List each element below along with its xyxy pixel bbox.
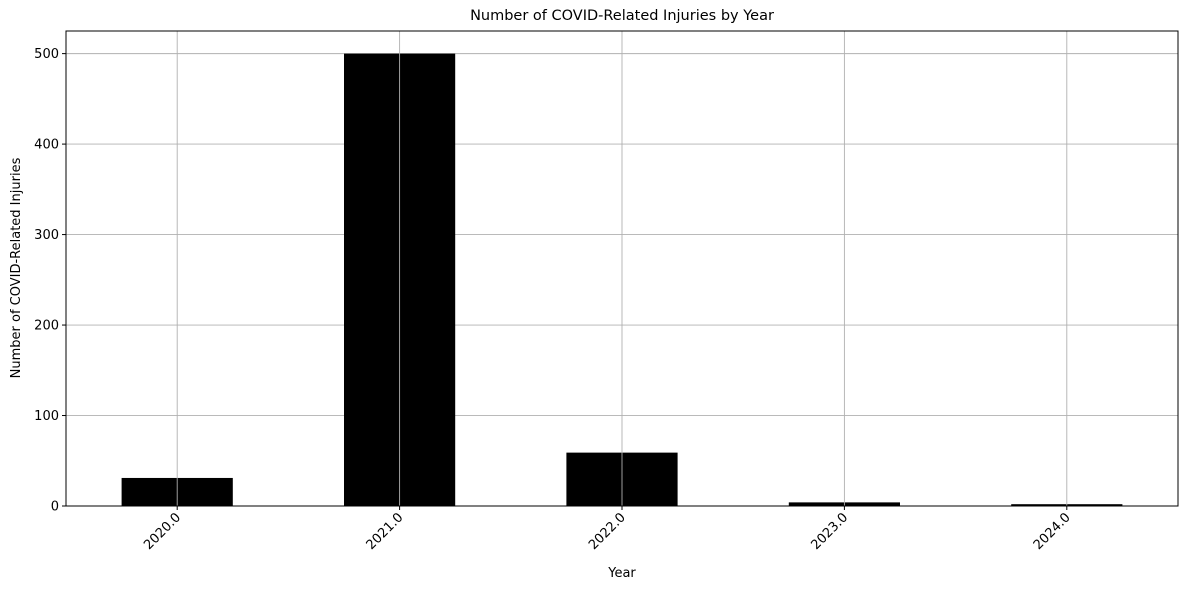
x-axis-title: Year [607,566,636,581]
x-axis-ticks: 2020.0 2021.0 2022.0 2023.0 2024.0 [141,506,1074,553]
y-tick-label: 0 [51,500,59,515]
x-tick-label: 2024.0 [1031,510,1074,553]
vertical-grid-lines [176,31,1068,506]
x-tick-label: 2023.0 [808,510,851,553]
x-tick-label: 2020.0 [141,510,184,553]
y-axis-title: Number of COVID-Related Injuries [9,157,24,378]
x-tick-label: 2022.0 [586,510,629,553]
y-axis-ticks: 0 100 200 300 400 500 [34,47,66,515]
y-tick-label: 200 [34,319,59,334]
chart-title: Number of COVID-Related Injuries by Year [470,8,774,24]
y-tick-label: 500 [34,47,59,62]
y-tick-label: 300 [34,228,59,243]
y-tick-label: 400 [34,138,59,153]
x-tick-label: 2021.0 [364,510,407,553]
y-tick-label: 100 [34,409,59,424]
